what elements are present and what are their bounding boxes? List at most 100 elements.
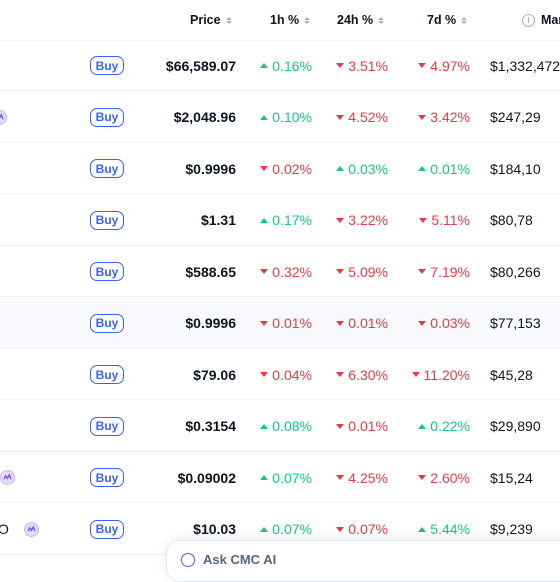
change-value: 0.02% [272, 160, 312, 177]
change-24h: 0.07% [336, 504, 388, 555]
price-value: $10.03 [193, 521, 236, 537]
change-24h: 5.09% [336, 246, 388, 297]
buy-button[interactable]: Buy [90, 365, 124, 384]
caret-down-icon [418, 269, 427, 274]
sort-icon [378, 16, 385, 24]
caret-down-icon [260, 372, 269, 377]
ai-badge-icon[interactable] [0, 470, 15, 485]
buy-button[interactable]: Buy [90, 159, 124, 178]
change-value: 0.01% [348, 315, 388, 331]
caret-down-icon [418, 475, 427, 480]
market-cap-value: $77,153 [490, 315, 541, 331]
price-value: $2,048.96 [173, 109, 236, 125]
change-7d: 0.22% [418, 401, 470, 452]
table-row[interactable]: Buy $79.06 0.04% 6.30% 11.20% $45,28 [0, 349, 560, 400]
change-7d: 11.20% [411, 349, 470, 400]
column-header-7d[interactable]: 7d % [427, 0, 468, 40]
market-cap-value: $247,29 [490, 109, 541, 125]
column-1h-label: 1h % [270, 13, 300, 27]
ask-ai-bar[interactable]: Ask CMC AI [166, 540, 560, 582]
table-row[interactable]: Buy $0.9996 0.02% 0.03% 0.01% $184,10 [0, 143, 560, 194]
price-value: $0.9996 [185, 315, 236, 331]
change-24h: 0.03% [336, 143, 388, 194]
table-row[interactable]: O Buy $10.03 0.07% 0.07% 5.44% $9,239 [0, 504, 560, 555]
market-cap-value: $29,890 [490, 418, 541, 434]
change-value: 0.17% [272, 212, 312, 228]
column-header-market-cap[interactable]: i Mar [522, 0, 560, 40]
change-7d: 7.19% [418, 246, 470, 297]
price-value: $1.31 [200, 212, 236, 228]
change-7d: 0.01% [418, 143, 470, 194]
buy-button[interactable]: Buy [90, 56, 124, 75]
change-value: 0.01% [430, 160, 470, 177]
change-7d: 3.42% [418, 92, 470, 143]
table-row[interactable]: Buy $588.65 0.32% 5.09% 7.19% $80,266 [0, 246, 560, 297]
change-value: 5.11% [431, 212, 470, 228]
info-icon[interactable]: i [522, 13, 535, 27]
table-row[interactable]: Buy $0.3154 0.08% 0.01% 0.22% $29,890 [0, 401, 560, 452]
price-value: $66,589.07 [165, 57, 236, 74]
ai-badge-icon[interactable] [0, 109, 7, 125]
buy-button[interactable]: Buy [90, 262, 124, 281]
change-1h: 0.08% [260, 401, 312, 452]
change-value: 3.51% [348, 57, 388, 74]
column-header-24h[interactable]: 24h % [337, 0, 385, 40]
table-header: Price 1h % 24h % 7d % i Mar [0, 0, 560, 41]
caret-down-icon [418, 114, 427, 120]
caret-up-icon [260, 423, 269, 429]
change-value: 11.20% [423, 366, 470, 383]
change-value: 0.04% [272, 366, 312, 383]
table-row[interactable]: Buy $0.09002 0.07% 4.25% 2.60% $15,24 [0, 452, 560, 503]
coin-name-fragment[interactable]: O [0, 521, 9, 537]
change-value: 0.07% [272, 469, 312, 486]
buy-button[interactable]: Buy [90, 468, 124, 487]
buy-button[interactable]: Buy [90, 519, 124, 539]
caret-up-icon [260, 114, 269, 120]
change-7d: 0.03% [418, 298, 470, 349]
table-row[interactable]: Buy $66,589.07 0.16% 3.51% 4.97% $1,332,472 [0, 40, 560, 91]
buy-button[interactable]: Buy [90, 210, 124, 230]
change-24h: 4.52% [336, 92, 388, 143]
caret-up-icon [260, 475, 269, 480]
change-value: 3.42% [430, 109, 470, 125]
change-1h: 0.32% [260, 246, 312, 297]
change-value: 0.03% [348, 160, 388, 177]
table-row[interactable]: Buy $2,048.96 0.10% 4.52% 3.42% $247,29 [0, 92, 560, 143]
ai-chat-icon [181, 553, 195, 567]
table-row[interactable]: Buy $1.31 0.17% 3.22% 5.11% $80,78 [0, 195, 560, 246]
price-value: $79.06 [193, 366, 236, 383]
caret-down-icon [336, 63, 345, 68]
caret-down-icon [260, 320, 269, 326]
caret-down-icon [336, 423, 345, 429]
change-24h: 3.22% [336, 195, 388, 246]
buy-button[interactable]: Buy [90, 416, 124, 436]
price-value: $0.9996 [185, 160, 236, 177]
buy-button[interactable]: Buy [90, 107, 124, 127]
caret-up-icon [418, 166, 427, 171]
caret-up-icon [260, 526, 269, 532]
column-header-1h[interactable]: 1h % [270, 0, 311, 40]
change-1h: 0.07% [260, 504, 312, 555]
caret-down-icon [336, 114, 345, 120]
ai-badge-icon[interactable] [24, 521, 39, 537]
buy-button[interactable]: Buy [90, 313, 124, 333]
caret-down-icon [411, 372, 420, 377]
table-row[interactable]: Buy $0.9996 0.01% 0.01% 0.03% $77,153 [0, 297, 560, 349]
change-value: 7.19% [430, 263, 470, 280]
change-1h: 0.04% [260, 349, 312, 400]
change-value: 3.22% [348, 212, 388, 228]
change-1h: 0.10% [260, 92, 312, 143]
sort-icon [304, 16, 311, 24]
ask-ai-label: Ask CMC AI [203, 552, 277, 567]
column-header-price[interactable]: Price [190, 0, 232, 40]
change-value: 0.10% [272, 109, 312, 125]
change-value: 0.16% [272, 57, 312, 74]
change-24h: 0.01% [336, 401, 388, 452]
column-7d-label: 7d % [427, 13, 457, 27]
caret-down-icon [418, 320, 427, 326]
price-value: $588.65 [185, 263, 236, 280]
change-value: 0.32% [272, 263, 312, 280]
change-value: 0.07% [348, 521, 388, 537]
price-value: $0.09002 [177, 469, 236, 486]
caret-down-icon [336, 526, 345, 532]
